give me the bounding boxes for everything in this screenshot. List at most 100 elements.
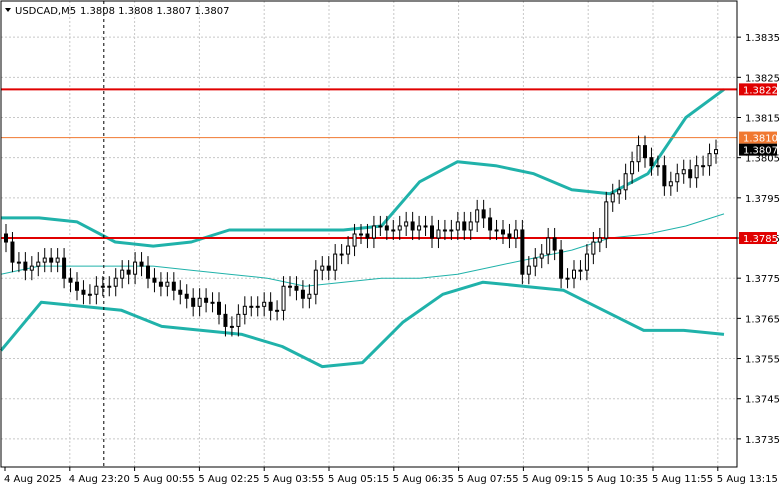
candle-body xyxy=(630,161,635,175)
candle xyxy=(572,260,576,289)
candle-body xyxy=(462,221,467,231)
price-tick-label: 1.3805 xyxy=(745,154,780,165)
candle-body xyxy=(507,233,512,239)
candle xyxy=(513,219,518,249)
time-tick-label: 5 Aug 07:55 xyxy=(458,474,519,485)
candle-body xyxy=(371,225,376,239)
candle xyxy=(313,260,318,305)
candle-body xyxy=(107,285,112,288)
candle xyxy=(423,215,428,237)
chart-header: USDCAD,M5 1.3808 1.3808 1.3807 1.3807 xyxy=(5,6,230,17)
candle xyxy=(539,244,544,269)
candle xyxy=(288,276,292,297)
candle xyxy=(152,268,157,293)
candle-body xyxy=(326,265,331,271)
candle xyxy=(468,211,473,241)
candle-body xyxy=(197,297,202,307)
candle-body xyxy=(275,309,280,312)
price-level-tag-label: 1.3822 xyxy=(743,85,778,96)
candle xyxy=(610,183,615,212)
candle xyxy=(268,292,273,321)
candle xyxy=(146,256,150,289)
candle xyxy=(100,276,105,297)
candle-body xyxy=(694,165,699,179)
candle-body xyxy=(242,305,247,315)
candle-body xyxy=(152,277,157,283)
time-axis: 4 Aug 2025 4 Aug 23:20 5 Aug 00:55 5 Aug 02… xyxy=(4,467,778,485)
candle-body xyxy=(391,229,396,232)
candle xyxy=(668,171,673,196)
candle xyxy=(694,155,699,188)
candle xyxy=(255,296,260,317)
candle xyxy=(4,223,8,253)
candle xyxy=(197,288,202,317)
price-level-tag xyxy=(739,232,777,245)
candle-body xyxy=(133,261,138,275)
price-level-tag-label: 1.3810 xyxy=(743,134,778,145)
candle-body xyxy=(281,285,286,311)
candle-body xyxy=(688,169,693,179)
candle xyxy=(23,252,28,281)
price-tick-label: 1.3825 xyxy=(745,73,780,84)
candle xyxy=(217,292,221,325)
price-tick-label: 1.3735 xyxy=(745,435,780,446)
candle-body xyxy=(236,313,241,327)
candle xyxy=(87,284,92,305)
candle-body xyxy=(184,293,189,299)
candle-body xyxy=(526,265,531,275)
candle xyxy=(133,252,138,285)
candle xyxy=(584,244,589,281)
time-tick-label: 5 Aug 13:15 xyxy=(717,474,778,485)
candle xyxy=(184,284,189,309)
candle-body xyxy=(191,297,196,307)
candles xyxy=(4,135,718,337)
candle-body xyxy=(300,289,305,299)
candle-body xyxy=(378,225,383,228)
price-tick-label: 1.3755 xyxy=(745,355,780,366)
dropdown-triangle-icon[interactable] xyxy=(5,8,11,12)
ohlc-readout: 1.3808 1.3808 1.3807 1.3807 xyxy=(80,6,230,17)
candle xyxy=(501,219,505,245)
candle-body xyxy=(533,257,538,267)
candle xyxy=(552,227,557,261)
candle-body xyxy=(255,305,260,308)
candle xyxy=(649,147,654,176)
candle xyxy=(442,219,447,241)
candle xyxy=(178,280,183,305)
price-level-tag-label: 1.3785 xyxy=(743,234,778,245)
candle xyxy=(520,219,525,285)
candle-body xyxy=(346,245,351,255)
candle xyxy=(430,215,434,249)
bollinger-upper-line xyxy=(1,88,725,248)
candle xyxy=(333,244,338,281)
candle xyxy=(488,207,493,241)
price-tags: 1.3822 1.3810 1.3785 1.3807 xyxy=(739,83,778,245)
candle-body xyxy=(520,229,525,275)
candle xyxy=(404,211,409,237)
candle xyxy=(204,288,209,313)
candle xyxy=(55,248,60,273)
candle xyxy=(359,223,363,245)
candle-body xyxy=(365,233,370,239)
candle-body xyxy=(604,201,609,239)
candle xyxy=(643,135,647,168)
candle-body xyxy=(75,281,79,291)
candle-body xyxy=(559,249,564,279)
candle xyxy=(526,256,531,285)
price-level-tag xyxy=(739,83,777,96)
candle xyxy=(171,272,176,301)
candle-body xyxy=(158,281,163,287)
candle xyxy=(300,280,305,309)
candle xyxy=(714,139,718,164)
price-tick-label: 1.3765 xyxy=(745,314,780,325)
candle-body xyxy=(552,237,557,251)
candle xyxy=(113,268,118,297)
candle xyxy=(481,199,486,228)
candle-body xyxy=(397,225,402,231)
candle-body xyxy=(488,217,493,231)
candle xyxy=(449,219,454,241)
candle-body xyxy=(146,265,150,279)
candle-body xyxy=(68,277,73,283)
candle xyxy=(623,163,628,200)
